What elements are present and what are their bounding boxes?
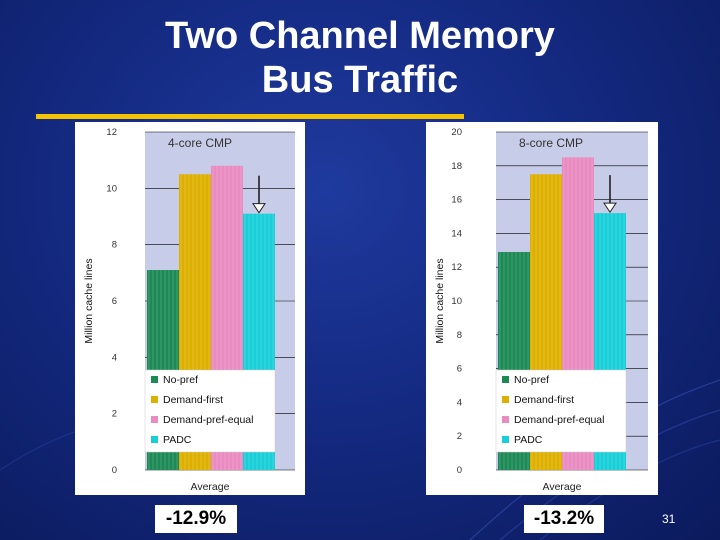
y-tick-label: 12 [451, 262, 462, 273]
legend-swatch [502, 376, 509, 383]
y-tick-label: 0 [457, 465, 462, 476]
legend-label: PADC [514, 434, 543, 446]
y-tick-label: 12 [106, 127, 117, 138]
legend-box [495, 369, 627, 453]
y-tick-label: 10 [106, 183, 117, 194]
y-tick-label: 2 [112, 409, 117, 420]
legend-swatch [502, 436, 509, 443]
chart-title: 4-core CMP [168, 136, 232, 150]
legend-label: Demand-first [514, 394, 574, 406]
reduction-callout-8core: -13.2% [524, 505, 604, 533]
y-tick-label: 8 [112, 240, 117, 251]
y-tick-label: 2 [457, 431, 462, 442]
y-tick-label: 4 [457, 397, 462, 408]
slide-number: 31 [662, 512, 676, 526]
chart-8core-svg: 0 2 4 6 8 10 12 14 16 18 20 Million cache lines 8-co… [434, 127, 648, 493]
chart-panel-8core: 0 2 4 6 8 10 12 14 16 18 20 Million cache lines 8-co… [426, 122, 658, 495]
legend-label: Demand-pref-equal [163, 414, 253, 426]
y-tick-label: 6 [457, 364, 462, 375]
legend-label: PADC [163, 434, 192, 446]
slide-title-line1: Two Channel Memory [165, 15, 555, 57]
category-label: Average [543, 481, 582, 493]
legend-label: Demand-pref-equal [514, 414, 604, 426]
down-arrow-icon [252, 175, 266, 214]
arrow-head [603, 202, 617, 214]
legend-swatch [502, 396, 509, 403]
chart-4core-svg: 0 2 4 6 8 10 12 Million cache lines 4-core CMP No… [83, 127, 295, 493]
y-tick-label: 18 [451, 161, 462, 172]
legend-swatch [151, 396, 158, 403]
legend-swatch [151, 376, 158, 383]
y-tick-label: 0 [112, 465, 117, 476]
reduction-callout-4core: -12.9% [155, 505, 237, 533]
y-tick-label: 10 [451, 296, 462, 307]
y-axis-label: Million cache lines [434, 258, 446, 343]
y-axis-label: Million cache lines [83, 258, 95, 343]
legend-box [144, 369, 276, 453]
legend-label: No-pref [163, 374, 198, 386]
slide-title-line2: Bus Traffic [261, 59, 459, 101]
category-label: Average [191, 481, 230, 493]
title-underline-bar [36, 114, 464, 119]
legend-swatch [151, 416, 158, 423]
down-arrow-icon [603, 175, 617, 214]
y-tick-label: 6 [112, 296, 117, 307]
y-tick-label: 16 [451, 195, 462, 206]
y-tick-label: 8 [457, 330, 462, 341]
legend-label: No-pref [514, 374, 549, 386]
chart-panel-4core: 0 2 4 6 8 10 12 Million cache lines 4-core CMP No… [75, 122, 305, 495]
y-tick-label: 20 [451, 127, 462, 138]
chart-title: 8-core CMP [519, 136, 583, 150]
legend-swatch [151, 436, 158, 443]
legend-label: Demand-first [163, 394, 223, 406]
slide-title: Two Channel Memory Bus Traffic [0, 14, 720, 102]
y-tick-label: 4 [112, 352, 117, 363]
y-tick-label: 14 [451, 228, 462, 239]
legend-swatch [502, 416, 509, 423]
arrow-head [252, 203, 266, 214]
